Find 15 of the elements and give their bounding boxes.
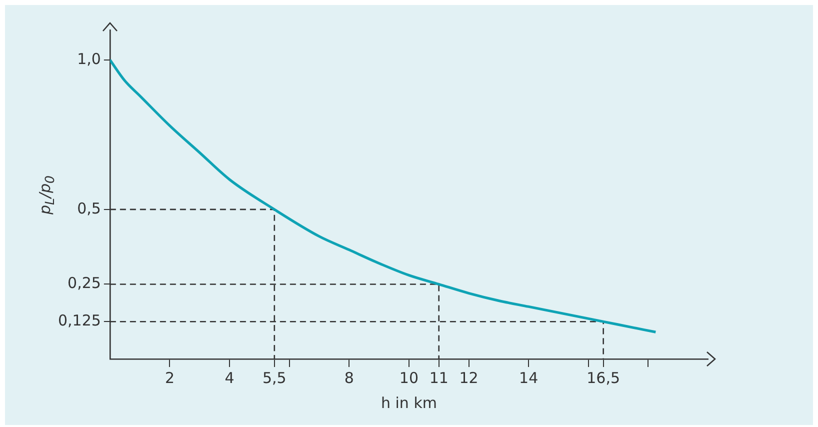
x-tick-label: 12 [459, 368, 478, 387]
y-tick-label: 1,0 [77, 50, 101, 68]
x-tick-label: 14 [519, 368, 538, 387]
y-tick-label: 0,5 [77, 199, 101, 218]
x-tick-label: 16,5 [586, 368, 620, 387]
x-tick-label: 4 [224, 368, 234, 387]
x-tick-label: 2 [164, 368, 175, 387]
x-tick-label: 10 [399, 368, 419, 387]
y-tick-label: 0,125 [58, 312, 101, 330]
x-tick-label: 11 [429, 368, 448, 387]
y-tick-label: 0,25 [68, 274, 101, 292]
x-axis-title: h in km [380, 394, 437, 412]
x-tick-label: 5,5 [262, 368, 286, 387]
line-series [110, 58, 657, 334]
x-tick-label: 8 [344, 368, 354, 387]
